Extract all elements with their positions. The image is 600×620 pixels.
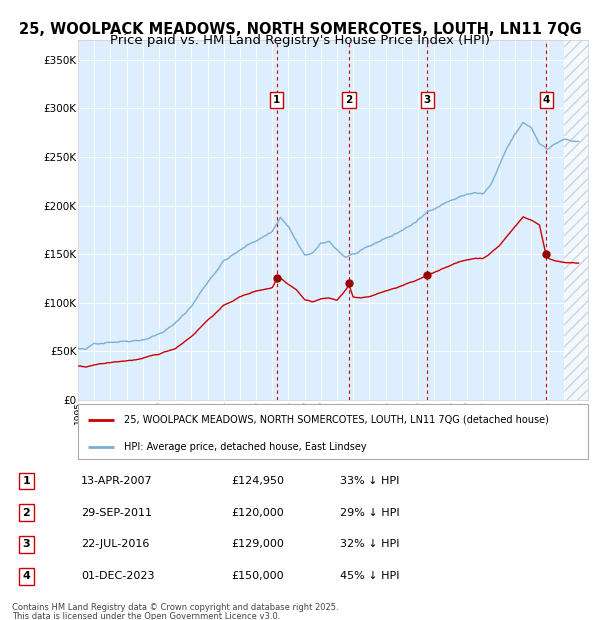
Text: Contains HM Land Registry data © Crown copyright and database right 2025.: Contains HM Land Registry data © Crown c… <box>12 603 338 612</box>
Text: 3: 3 <box>23 539 30 549</box>
Text: £124,950: £124,950 <box>231 476 284 486</box>
Text: 32% ↓ HPI: 32% ↓ HPI <box>340 539 400 549</box>
Text: 33% ↓ HPI: 33% ↓ HPI <box>340 476 400 486</box>
Text: HPI: Average price, detached house, East Lindsey: HPI: Average price, detached house, East… <box>124 442 367 452</box>
Text: 1: 1 <box>273 95 280 105</box>
Text: £120,000: £120,000 <box>231 508 284 518</box>
Text: 25, WOOLPACK MEADOWS, NORTH SOMERCOTES, LOUTH, LN11 7QG (detached house): 25, WOOLPACK MEADOWS, NORTH SOMERCOTES, … <box>124 415 549 425</box>
Text: 2: 2 <box>346 95 353 105</box>
Text: £129,000: £129,000 <box>231 539 284 549</box>
Text: £150,000: £150,000 <box>231 571 284 581</box>
Text: 22-JUL-2016: 22-JUL-2016 <box>81 539 149 549</box>
Text: 3: 3 <box>424 95 431 105</box>
Text: 2: 2 <box>23 508 30 518</box>
Text: 45% ↓ HPI: 45% ↓ HPI <box>340 571 400 581</box>
Text: 29-SEP-2011: 29-SEP-2011 <box>81 508 152 518</box>
Text: 13-APR-2007: 13-APR-2007 <box>81 476 153 486</box>
Text: Price paid vs. HM Land Registry's House Price Index (HPI): Price paid vs. HM Land Registry's House … <box>110 34 490 47</box>
Text: 4: 4 <box>22 571 31 581</box>
Text: 1: 1 <box>23 476 30 486</box>
FancyBboxPatch shape <box>78 404 588 459</box>
Text: This data is licensed under the Open Government Licence v3.0.: This data is licensed under the Open Gov… <box>12 612 280 620</box>
Text: 25, WOOLPACK MEADOWS, NORTH SOMERCOTES, LOUTH, LN11 7QG: 25, WOOLPACK MEADOWS, NORTH SOMERCOTES, … <box>19 22 581 37</box>
Text: 29% ↓ HPI: 29% ↓ HPI <box>340 508 400 518</box>
Text: 01-DEC-2023: 01-DEC-2023 <box>81 571 155 581</box>
Text: 4: 4 <box>542 95 550 105</box>
